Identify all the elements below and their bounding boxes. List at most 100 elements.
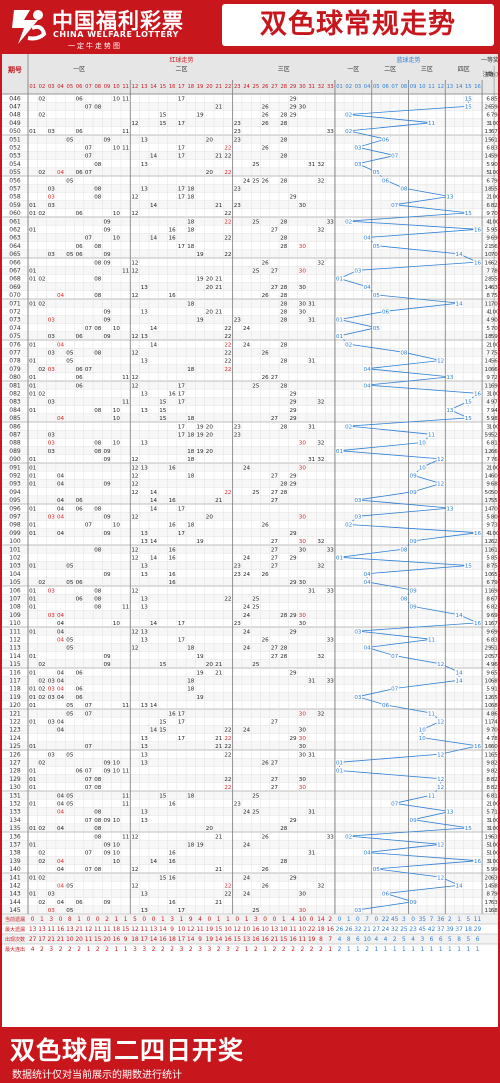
stats-red-value: 0 [273, 917, 277, 923]
stats-blue-value: 11 [474, 917, 482, 923]
red-number-header: 31 [308, 84, 315, 90]
stats-red-value: 11 [103, 927, 111, 933]
stats-red-value: 13 [243, 937, 251, 943]
red-ball-number: 05 [66, 359, 74, 365]
red-ball-number: 04 [57, 679, 65, 685]
red-ball-number: 03 [48, 367, 56, 373]
red-ball-number: 13 [141, 818, 149, 824]
stats-red-value: 13 [150, 927, 158, 933]
blue-ball-cell [436, 783, 445, 791]
winner-count: 4 [486, 400, 490, 406]
red-ball-number: 22 [224, 367, 231, 373]
blue-ball-number: 10 [419, 728, 427, 734]
stats-red-value: 0 [263, 917, 267, 923]
red-ball-number: 03 [48, 334, 56, 340]
blue-ball-cell [464, 824, 473, 832]
red-ball-number: 14 [150, 556, 158, 562]
stats-label: 最大连出 [5, 946, 25, 953]
red-ball-number: 16 [169, 523, 177, 529]
prize-amount: 832 [491, 146, 498, 152]
red-ball-number: 09 [103, 137, 111, 143]
row-stripe [2, 151, 498, 160]
red-ball-number: 26 [262, 884, 270, 890]
red-ball-number: 28 [280, 301, 288, 307]
red-ball-number: 12 [131, 629, 138, 635]
red-ball-number: 26 [262, 146, 270, 152]
period-number: 061 [9, 218, 21, 225]
stats-red-value: 1 [180, 917, 184, 923]
red-ball-number: 22 [224, 146, 231, 152]
red-ball-number: 20 [206, 662, 214, 668]
period-number: 133 [9, 809, 21, 816]
prize-amount: 757 [491, 351, 498, 357]
red-ball-number: 17 [178, 424, 186, 430]
stats-red-value: 16 [224, 937, 232, 943]
red-ball-number: 15 [159, 113, 167, 119]
red-ball-number: 27 [271, 720, 279, 726]
red-ball-number: 22 [224, 342, 231, 348]
row-stripe [2, 741, 498, 750]
blue-ball-number: 06 [382, 178, 390, 184]
period-number: 055 [9, 169, 21, 176]
red-ball-number: 02 [38, 392, 45, 398]
stats-red-value: 16 [57, 927, 65, 933]
blue-ball-number: 03 [354, 498, 362, 504]
red-ball-number: 07 [85, 154, 93, 160]
red-ball-number: 17 [178, 121, 186, 127]
row-stripe [2, 413, 498, 422]
stats-blue-value: 5 [448, 937, 452, 943]
red-ball-number: 10 [113, 859, 121, 865]
red-ball-number: 20 [206, 285, 214, 291]
red-ball-number: 21 [215, 277, 223, 283]
blue-ball-cell [353, 627, 362, 635]
red-ball-number: 04 [57, 515, 65, 521]
row-stripe [2, 873, 498, 882]
red-ball-number: 06 [76, 244, 84, 250]
red-ball-number: 06 [76, 506, 84, 512]
row-stripe [2, 823, 498, 832]
blue-ball-cell [363, 365, 372, 373]
winner-count: 5 [486, 843, 490, 849]
red-ball-number: 26 [262, 761, 270, 767]
blue-ball-number: 05 [373, 170, 381, 176]
red-ball-number: 02 [38, 277, 45, 283]
red-ball-number: 09 [103, 769, 111, 775]
red-ball-number: 07 [85, 818, 93, 824]
red-ball-number: 06 [76, 900, 84, 906]
winner-count: 5 [486, 162, 490, 168]
red-ball-number: 12 [131, 457, 138, 463]
red-ball-number: 15 [159, 416, 167, 422]
red-ball-number: 01 [29, 531, 37, 537]
red-number-header: 04 [57, 84, 64, 90]
red-ball-number: 19 [196, 252, 204, 258]
red-ball-number: 05 [66, 752, 74, 758]
red-ball-number: 09 [103, 260, 111, 266]
period-number: 060 [9, 210, 21, 217]
blue-ball-number: 01 [336, 318, 344, 324]
period-number: 064 [9, 243, 21, 250]
red-ball-number: 27 [271, 785, 279, 791]
period-number: 088 [9, 440, 21, 447]
winner-count: 3 [486, 392, 490, 398]
stats-blue-value: 25 [400, 927, 408, 933]
red-ball-number: 09 [103, 318, 111, 324]
red-ball-number: 08 [94, 867, 102, 873]
winner-count: 3 [486, 826, 490, 832]
red-ball-number: 27 [271, 654, 279, 660]
blue-ball-number: 10 [419, 465, 427, 471]
blue-ball-number: 04 [364, 383, 372, 389]
red-ball-number: 14 [150, 621, 158, 627]
red-ball-number: 14 [150, 539, 158, 545]
stats-red-value: 2 [77, 947, 81, 953]
red-ball-number: 05 [66, 178, 74, 184]
red-ball-number: 11 [122, 96, 130, 102]
blue-ball-number: 15 [465, 105, 473, 111]
red-ball-number: 23 [234, 318, 242, 324]
red-ball-number: 30 [299, 908, 307, 914]
red-ball-number: 08 [94, 293, 102, 299]
red-ball-number: 03 [48, 687, 56, 693]
red-ball-number: 07 [85, 105, 93, 111]
prize-amount: 558 [491, 498, 498, 504]
blue-number-header: 14 [456, 84, 463, 90]
winner-count: 29 [485, 646, 493, 652]
